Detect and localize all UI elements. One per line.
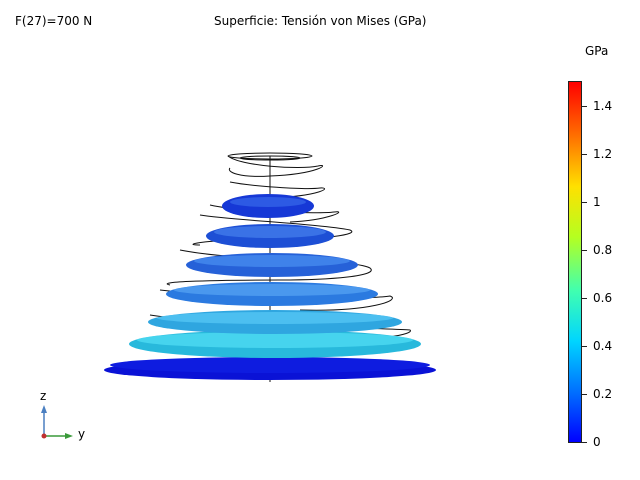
axes-triad [41,405,73,439]
colorbar-frame [568,81,582,443]
colorbar-tick-label: 1 [593,195,601,209]
y-axis-label: y [78,427,86,441]
colorbar-tick-label: 0 [593,435,601,449]
colorbar-tick [582,298,587,299]
colorbar-tick [582,250,587,251]
colorbar-tick [582,154,587,155]
colorbar-tick-label: 1.2 [593,147,613,161]
plot-title: Superficie: Tensión von Mises (GPa) [214,14,427,28]
colorbar-tick [582,106,587,107]
colorbar-tick [582,394,587,395]
spring-coils [104,194,436,380]
x-axis-dot [41,433,47,439]
colorbar-gradient [569,82,581,442]
colorbar-tick-label: 0.2 [593,387,613,401]
colorbar-tick-label: 1.4 [593,99,613,113]
colorbar-tick [582,346,587,347]
colorbar-tick [582,202,587,203]
y-arrow-head [65,433,73,439]
colorbar-tick-label: 0.4 [593,339,613,353]
parameter-label: F(27)=700 N [15,14,93,28]
colorbar-tick-label: 0.8 [593,243,613,257]
colorbar-unit: GPa [585,44,609,58]
z-arrow-head [41,405,47,413]
z-axis-label: z [40,389,47,403]
colorbar-tick [582,442,587,443]
colorbar-tick-label: 0.6 [593,291,613,305]
